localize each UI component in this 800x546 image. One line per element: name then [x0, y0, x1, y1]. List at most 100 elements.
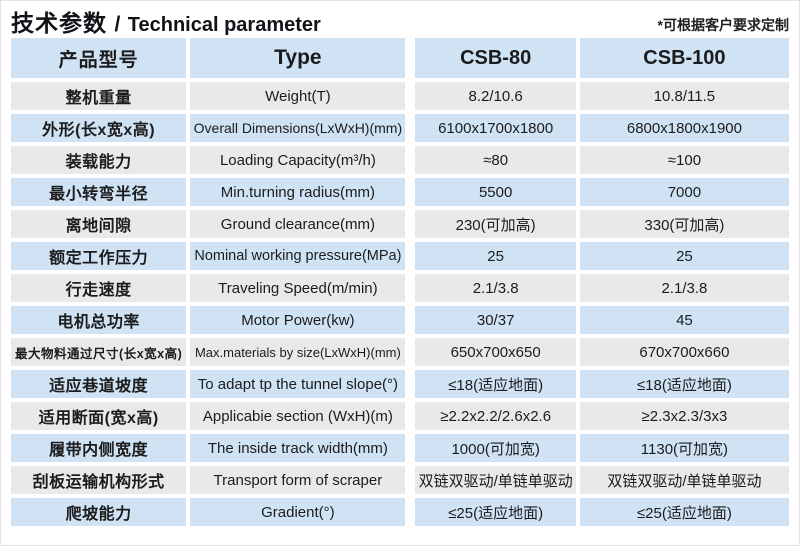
value-csb100-cell: 2.1/3.8 [579, 274, 789, 302]
header-bar: 技术参数 / Technical parameter *可根据客户要求定制 [1, 1, 799, 38]
param-name-en-cell: Weight(T) [190, 82, 406, 110]
param-name-cn: 额定工作压力 [49, 250, 149, 267]
value-csb80-cell: 2.1/3.8 [415, 274, 576, 302]
value-csb100-cell: 6800x1800x1900 [579, 114, 789, 142]
param-name-cn-cell: 离地间隙 [11, 210, 187, 238]
value-csb80: 8.2/10.6 [468, 87, 523, 105]
table-row: 适用断面(宽x高) Applicabie section (WxH)(m) ≥2… [11, 402, 789, 430]
value-csb80-cell: 6100x1700x1800 [415, 114, 576, 142]
param-name-cn-cell: 电机总功率 [11, 306, 187, 334]
value-csb80-cell: 30/37 [415, 306, 576, 334]
param-name-en: Overall Dimensions(LxWxH)(mm) [193, 120, 403, 136]
value-csb100: 25 [676, 247, 693, 265]
value-csb100: ≤25(适应地面) [636, 504, 732, 522]
value-csb80-cell: ≥2.2x2.2/2.6x2.6 [415, 402, 576, 430]
param-name-cn-cell: 最小转弯半径 [11, 178, 187, 206]
customization-note: *可根据客户要求定制 [657, 17, 789, 33]
header-csb100: CSB-100 [643, 46, 726, 69]
param-name-en-cell: Applicabie section (WxH)(m) [190, 402, 406, 430]
param-name-cn-cell: 刮板运输机构形式 [11, 466, 187, 494]
value-csb80: 230(可加高) [455, 216, 536, 234]
table-row: 电机总功率 Motor Power(kw) 30/37 45 [11, 306, 789, 334]
param-name-cn: 适用断面(宽x高) [38, 410, 159, 427]
header-product-model-cell: 产品型号 [11, 38, 187, 78]
value-csb100-cell: ≤25(适应地面) [579, 498, 789, 526]
header-csb80-cell: CSB-80 [415, 38, 576, 78]
value-csb80: 6100x1700x1800 [438, 119, 554, 137]
param-name-en-cell: Overall Dimensions(LxWxH)(mm) [190, 114, 406, 142]
table-row: 履带内侧宽度 The inside track width(mm) 1000(可… [11, 434, 789, 462]
value-csb100: 1130(可加宽) [640, 440, 729, 458]
param-name-en: Gradient(°) [261, 503, 335, 521]
value-csb80: ≤18(适应地面) [448, 376, 544, 394]
value-csb80-cell: ≤25(适应地面) [415, 498, 576, 526]
param-name-cn-cell: 装载能力 [11, 146, 187, 174]
value-csb100-cell: 10.8/11.5 [579, 82, 789, 110]
table-row: 离地间隙 Ground clearance(mm) 230(可加高) 330(可… [11, 210, 789, 238]
param-name-cn: 爬坡能力 [65, 506, 132, 523]
param-name-en: Max.materials by size(LxWxH)(mm) [194, 344, 401, 360]
value-csb100-cell: ≈100 [579, 146, 789, 174]
value-csb80-cell: 8.2/10.6 [415, 82, 576, 110]
param-name-cn: 装载能力 [65, 154, 132, 171]
value-csb80: ≤25(适应地面) [448, 504, 544, 522]
value-csb80-cell: 双链双驱动/单链单驱动 [415, 466, 576, 494]
value-csb100: ≥2.3x2.3/3x3 [641, 407, 728, 425]
table-row: 最小转弯半径 Min.turning radius(mm) 5500 7000 [11, 178, 789, 206]
value-csb100-cell: 45 [579, 306, 789, 334]
table-header-row: 产品型号 Type CSB-80 CSB-100 [11, 38, 789, 78]
param-name-en: To adapt tp the tunnel slope(°) [197, 375, 399, 393]
value-csb100-cell: 1130(可加宽) [579, 434, 789, 462]
parameter-table: 产品型号 Type CSB-80 CSB-100 整机重量 Weight(T) … [1, 38, 799, 526]
value-csb80: ≥2.2x2.2/2.6x2.6 [440, 407, 552, 425]
param-name-cn: 外形(长x宽x高) [42, 122, 156, 139]
param-name-cn: 行走速度 [65, 282, 132, 299]
param-name-cn: 刮板运输机构形式 [32, 474, 165, 491]
value-csb100: 6800x1800x1900 [626, 119, 742, 137]
value-csb80-cell: ≤18(适应地面) [415, 370, 576, 398]
value-csb80-cell: 230(可加高) [415, 210, 576, 238]
param-name-en: Transport form of scraper [213, 471, 383, 489]
param-name-cn: 整机重量 [65, 90, 132, 107]
page-title-cn: 技术参数 [11, 10, 107, 36]
param-name-en: Nominal working pressure(MPa) [194, 248, 402, 264]
value-csb80-cell: 1000(可加宽) [415, 434, 576, 462]
param-name-en: Loading Capacity(m³/h) [219, 151, 376, 169]
title-separator: / [114, 13, 121, 36]
value-csb100: ≤18(适应地面) [636, 376, 732, 394]
param-name-cn: 适应巷道坡度 [49, 378, 149, 395]
param-name-en-cell: Traveling Speed(m/min) [190, 274, 406, 302]
param-name-en: Weight(T) [265, 87, 331, 105]
value-csb100: 2.1/3.8 [661, 279, 708, 297]
param-name-en-cell: To adapt tp the tunnel slope(°) [190, 370, 406, 398]
table-row: 最大物料通过尺寸(长x宽x高) Max.materials by size(Lx… [11, 338, 789, 366]
table-row: 刮板运输机构形式 Transport form of scraper 双链双驱动… [11, 466, 789, 494]
param-name-en-cell: Motor Power(kw) [190, 306, 406, 334]
value-csb80: 2.1/3.8 [472, 279, 519, 297]
param-name-cn-cell: 适应巷道坡度 [11, 370, 187, 398]
table-row: 爬坡能力 Gradient(°) ≤25(适应地面) ≤25(适应地面) [11, 498, 789, 526]
value-csb100-cell: ≤18(适应地面) [579, 370, 789, 398]
param-name-en-cell: Ground clearance(mm) [190, 210, 406, 238]
param-name-cn-cell: 额定工作压力 [11, 242, 187, 270]
param-name-en: The inside track width(mm) [207, 439, 388, 457]
value-csb80-cell: 25 [415, 242, 576, 270]
page-title: 技术参数 / Technical parameter [11, 4, 321, 38]
param-name-en: Min.turning radius(mm) [220, 183, 375, 201]
header-type: Type [274, 46, 322, 69]
table-row: 外形(长x宽x高) Overall Dimensions(LxWxH)(mm) … [11, 114, 789, 142]
param-name-cn: 最小转弯半径 [49, 186, 149, 203]
param-name-en: Motor Power(kw) [241, 311, 355, 329]
param-name-cn-cell: 爬坡能力 [11, 498, 187, 526]
param-name-en-cell: Min.turning radius(mm) [190, 178, 406, 206]
value-csb100-cell: 330(可加高) [579, 210, 789, 238]
param-name-cn-cell: 最大物料通过尺寸(长x宽x高) [11, 338, 187, 366]
param-name-en: Traveling Speed(m/min) [218, 279, 378, 297]
param-name-cn-cell: 整机重量 [11, 82, 187, 110]
table-row: 适应巷道坡度 To adapt tp the tunnel slope(°) ≤… [11, 370, 789, 398]
value-csb100: 双链双驱动/单链单驱动 [607, 472, 762, 490]
value-csb80: 1000(可加宽) [451, 440, 540, 458]
value-csb100-cell: ≥2.3x2.3/3x3 [579, 402, 789, 430]
value-csb100: ≈100 [667, 151, 702, 169]
param-name-cn: 电机总功率 [57, 314, 140, 331]
